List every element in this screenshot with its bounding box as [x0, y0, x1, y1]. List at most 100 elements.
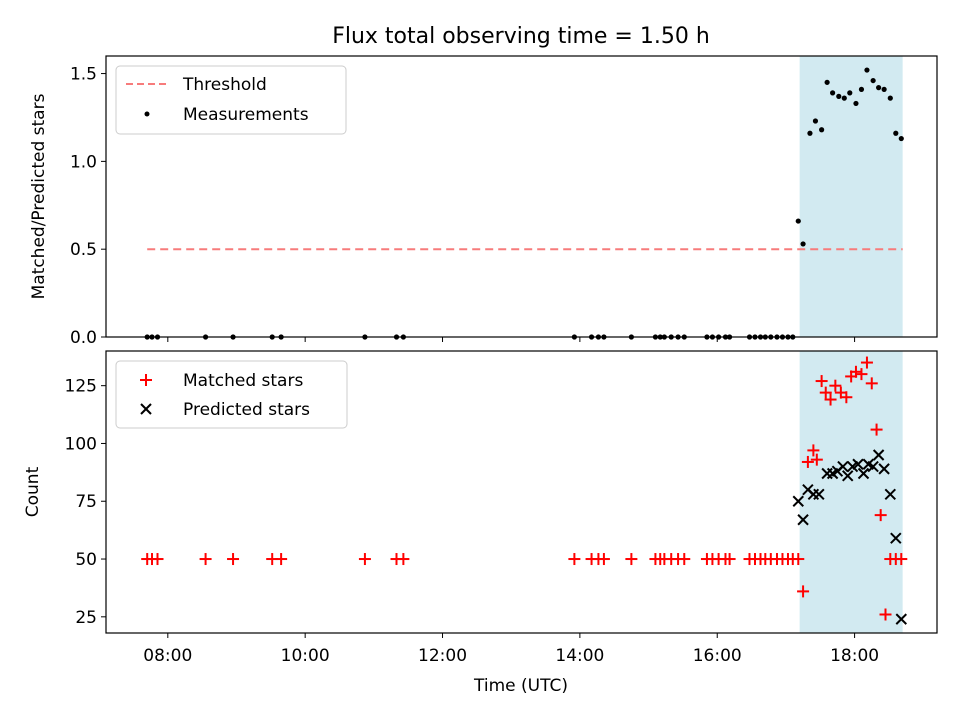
x-tick-label: 12:00: [418, 646, 467, 666]
y-tick-label: 75: [75, 492, 97, 512]
legend-predicted-label: Predicted stars: [183, 400, 310, 420]
y-tick-label: 25: [75, 608, 97, 628]
measurement-point: [887, 95, 893, 101]
top-y-ticks: 0.0 0.5 1.0 1.5: [70, 65, 106, 348]
legend-predicted-swatch: [140, 403, 152, 415]
legend-matched-label: Matched stars: [183, 371, 303, 391]
bottom-panel: 25 50 75 100 125 08:00 10:00 12:00 14:00 16:00 18…: [23, 350, 938, 696]
matched-star-point: [568, 553, 581, 566]
matched-star-point: [723, 553, 736, 566]
measurement-point: [847, 90, 853, 96]
measurement-point: [800, 241, 806, 247]
matched-star-point: [792, 553, 805, 566]
predicted-star-point: [872, 449, 885, 461]
x-axis-label: Time (UTC): [473, 676, 568, 696]
matched-star-point: [810, 453, 823, 466]
top-y-axis-label: Matched/Predicted stars: [29, 93, 49, 299]
legend-measurements-swatch: [144, 111, 150, 117]
predicted-star-point: [813, 488, 825, 501]
legend-measurements-label: Measurements: [183, 105, 309, 125]
x-tick-label: 18:00: [830, 646, 879, 666]
predicted-star-point: [797, 514, 809, 526]
matched-star-point: [227, 553, 240, 566]
bottom-axes-frame: [105, 350, 938, 634]
bottom-y-axis-label: Count: [23, 466, 43, 517]
matched-star-point: [275, 553, 288, 566]
top-legend: Threshold Measurements: [115, 65, 347, 135]
top-shaded-region: [799, 56, 903, 337]
matched-star-point: [625, 553, 638, 566]
top-axes-frame: [105, 55, 938, 338]
measurement-point: [836, 93, 842, 99]
matched-star-point: [597, 553, 610, 566]
x-tick-label: 08:00: [143, 646, 192, 666]
y-tick-label: 100: [65, 434, 97, 454]
bottom-y-ticks: 25 50 75 100 125: [65, 377, 106, 628]
matched-star-point: [829, 379, 842, 392]
matched-star-point: [855, 368, 868, 381]
y-tick-label: 0.0: [70, 328, 97, 348]
measurement-point: [819, 127, 825, 133]
predicted-star-point: [837, 460, 849, 473]
measurement-point: [824, 79, 830, 85]
y-tick-label: 1.5: [70, 65, 97, 85]
y-tick-label: 1.0: [70, 152, 97, 172]
y-tick-label: 0.5: [70, 240, 97, 260]
matched-star-point: [358, 553, 371, 566]
predicted-star-point: [852, 458, 864, 470]
matched-star-point: [819, 386, 832, 399]
measurement-point: [881, 86, 887, 92]
bottom-x-ticks: 08:00 10:00 12:00 14:00 16:00 18:00: [143, 633, 879, 666]
predicted-star-point: [895, 613, 907, 625]
measurement-point: [812, 118, 819, 124]
measurement-point: [807, 130, 813, 136]
predicted-stars-points: [792, 449, 907, 625]
top-panel: 0.0 0.5 1.0 1.5 Matched/Predicted stars Thr…: [29, 55, 938, 348]
x-tick-label: 14:00: [555, 646, 604, 666]
matched-star-point: [824, 393, 837, 406]
matched-star-point: [807, 444, 820, 457]
predicted-star-point: [857, 467, 870, 480]
matched-star-point: [801, 455, 814, 468]
matched-star-point: [151, 553, 164, 566]
x-tick-label: 16:00: [693, 646, 742, 666]
matched-star-point: [870, 423, 883, 436]
measurement-point: [870, 77, 876, 84]
measurement-point: [795, 218, 801, 224]
matched-star-point: [865, 377, 878, 390]
shaded-region: [799, 56, 903, 337]
predicted-star-point: [884, 488, 897, 501]
measurement-point: [841, 95, 847, 101]
measurement-point: [858, 86, 865, 92]
measurement-point: [898, 135, 904, 142]
matched-star-point: [397, 553, 410, 566]
measurement-point: [830, 90, 836, 96]
bottom-legend: Matched stars Predicted stars: [115, 360, 348, 429]
matched-star-point: [678, 553, 691, 566]
matched-stars-points: [141, 356, 908, 621]
matched-star-point: [840, 391, 853, 404]
y-tick-label: 50: [75, 550, 97, 570]
matched-star-point: [815, 375, 828, 388]
x-tick-label: 10:00: [281, 646, 330, 666]
legend-matched-swatch: [140, 374, 152, 386]
top-x-ticks: [167, 337, 856, 342]
matched-star-point: [199, 553, 212, 566]
predicted-star-point: [867, 460, 879, 473]
predicted-star-point: [842, 470, 854, 482]
matched-star-point: [895, 553, 908, 566]
measurement-point: [876, 85, 882, 91]
matched-star-point: [797, 585, 810, 598]
measurement-point: [864, 67, 870, 73]
legend-threshold-label: Threshold: [182, 75, 267, 95]
predicted-star-point: [878, 463, 890, 475]
chart-title: Flux total observing time = 1.50 h: [332, 24, 710, 49]
y-tick-label: 125: [65, 377, 97, 397]
matched-star-point: [849, 365, 862, 378]
measurement-point: [893, 130, 899, 136]
predicted-star-point: [890, 532, 902, 544]
matched-star-point: [874, 509, 887, 522]
matched-star-point: [879, 608, 892, 621]
measurement-point: [853, 100, 859, 107]
